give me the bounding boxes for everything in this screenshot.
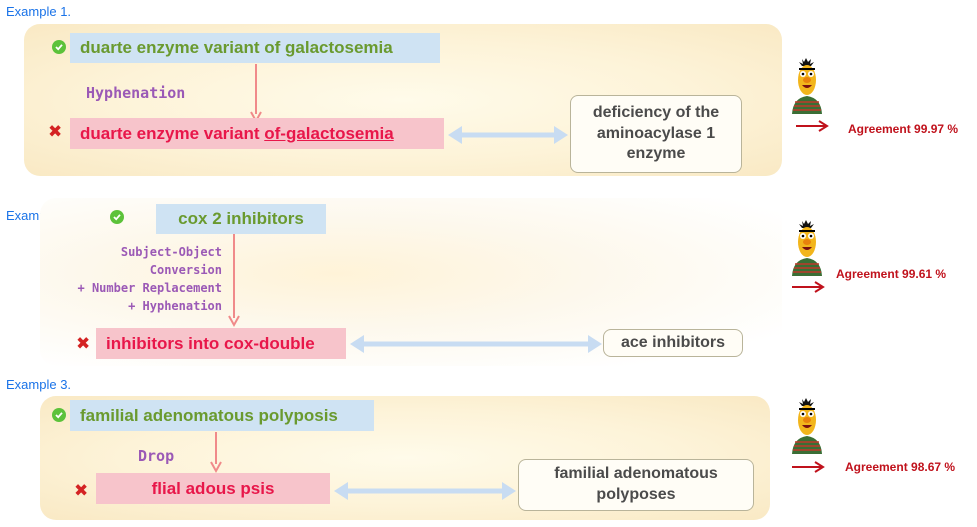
example-1-original-term: duarte enzyme variant of galactosemia [70,33,440,63]
example-1-agreement: Agreement 99.97 % [848,122,959,136]
example-3-prediction: familial adenomatous polyposes [518,459,754,511]
correct-check-icon [110,210,124,224]
example-2-original-term: cox 2 inhibitors [156,204,326,234]
double-arrow-icon [448,126,568,144]
example-2-prediction: ace inhibitors [603,329,743,357]
example-1-label: Example 1. [6,4,72,19]
double-arrow-icon [350,335,602,353]
bert-avatar-icon [792,58,822,114]
arrow-down-icon [228,234,240,328]
example-1-perturbed-underlined: of-galactosemia [264,123,394,143]
example-3-perturbed-term: flial adous psis [96,473,330,504]
arrow-down-icon [250,64,262,124]
correct-check-icon [52,40,66,54]
arrow-right-icon [792,461,825,473]
wrong-x-icon: ✖ [74,481,89,501]
bert-avatar-icon [792,398,822,454]
correct-check-icon [52,408,66,422]
example-2-perturbed-term: inhibitors into cox-double [96,328,346,359]
example-1-operation: Hyphenation [86,84,186,102]
wrong-x-icon: ✖ [76,334,91,354]
example-2-agreement: Agreement 99.61 % [836,267,947,281]
example-1-perturbed-plain: duarte enzyme variant [80,123,265,143]
arrow-right-icon [792,281,825,293]
example-2-operation: Subject-Object Conversion + Number Repla… [77,245,223,313]
double-arrow-icon [334,482,516,500]
wrong-x-icon: ✖ [48,122,63,142]
arrow-down-icon [210,432,222,474]
example-3-agreement: Agreement 98.67 % [845,460,956,474]
example-3-label: Example 3. [6,377,72,392]
example-1-perturbed-term: duarte enzyme variant of-galactosemia [70,118,444,149]
arrow-right-icon [796,120,829,132]
example-1-prediction: deficiency of the aminoacylase 1 enzyme [570,95,742,173]
example-3-original-term: familial adenomatous polyposis [70,400,374,431]
bert-avatar-icon [792,220,822,276]
example-3-operation: Drop [138,447,175,465]
